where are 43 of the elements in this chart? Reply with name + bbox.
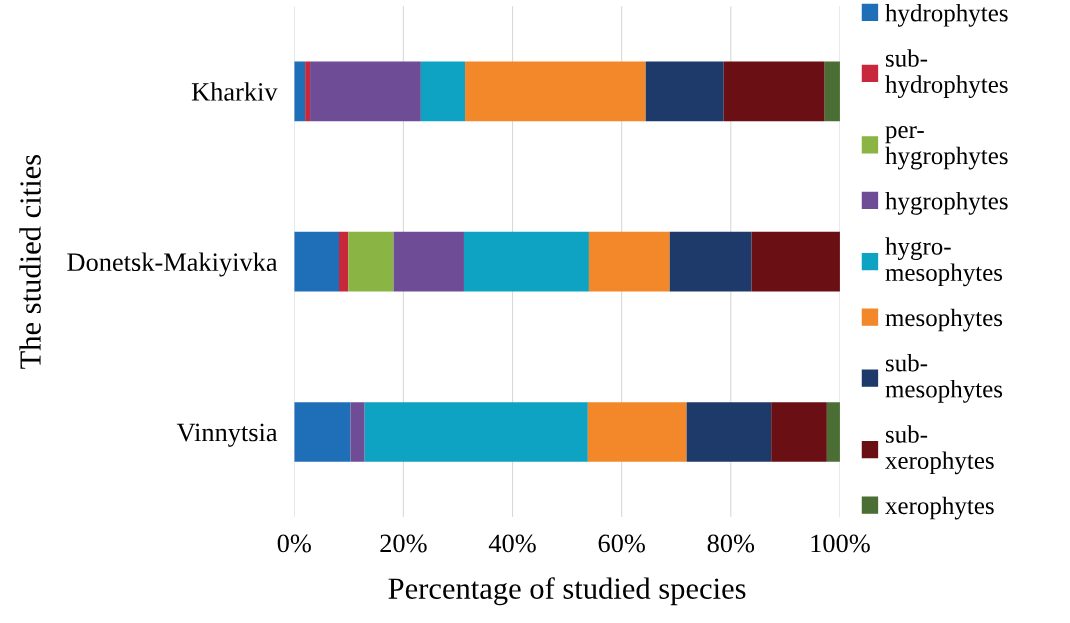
- legend-label: hydrophytes: [885, 3, 1008, 27]
- bar: [348, 231, 394, 292]
- bar: [294, 231, 339, 292]
- legend-label: mesophytes: [885, 308, 1003, 332]
- bar: [310, 61, 421, 122]
- bar: [771, 402, 827, 462]
- bar: [751, 231, 840, 292]
- legend-label: xerophytes: [885, 496, 994, 520]
- bar: [339, 231, 349, 292]
- legend-label: hygrophytes: [885, 191, 1008, 215]
- y-tick-label: Vinnytsia: [176, 423, 278, 447]
- x-tick-label: 20%: [380, 534, 427, 553]
- legend-label: sub- xerophytes: [885, 425, 994, 475]
- y-tick-label: Donetsk-Makiyivka: [67, 252, 278, 277]
- x-tick-label: 0%: [277, 534, 311, 553]
- bar: [420, 61, 466, 122]
- bar: [294, 61, 306, 122]
- bar: [465, 61, 646, 122]
- y-tick-label: Kharkiv: [191, 82, 278, 101]
- bar: [587, 402, 687, 462]
- legend-label: per- hygrophytes: [885, 126, 1008, 170]
- y-axis-title: The studied cities: [19, 155, 41, 369]
- x-tick-label: 100%: [811, 534, 870, 553]
- bar: [645, 61, 724, 122]
- bar: [723, 61, 825, 122]
- legend-label: sub- mesophytes: [885, 353, 1003, 403]
- bar: [686, 402, 772, 462]
- bar: [364, 402, 588, 462]
- legend-label: sub- hydrophytes: [885, 49, 1008, 99]
- x-axis-title: Percentage of studied species: [388, 577, 746, 606]
- x-tick-label: 80%: [707, 534, 755, 553]
- bar: [463, 231, 589, 292]
- bar: [826, 402, 840, 462]
- bar: [588, 231, 670, 292]
- bar: [350, 402, 365, 462]
- bar: [669, 231, 752, 292]
- bar: [824, 61, 840, 122]
- x-tick-label: 40%: [488, 534, 536, 553]
- legend-label: hygro- mesophytes: [885, 237, 1003, 287]
- bar: [294, 402, 351, 462]
- bar: [393, 231, 464, 292]
- bar: [305, 61, 311, 122]
- x-tick-label: 60%: [598, 534, 645, 553]
